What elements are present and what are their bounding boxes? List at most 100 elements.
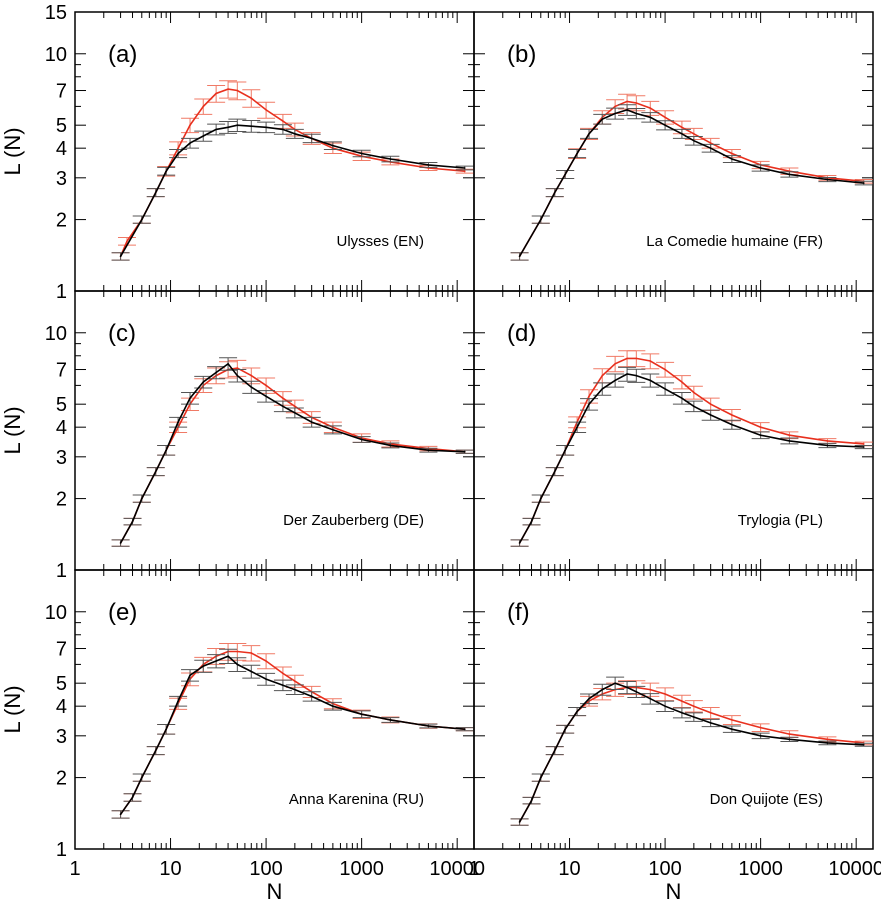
panel-letter: (f) bbox=[507, 599, 530, 626]
x-axis-title: N bbox=[267, 879, 283, 904]
series-line-black bbox=[518, 109, 864, 257]
data-point bbox=[236, 663, 239, 666]
y-tick-label: 4 bbox=[56, 696, 67, 718]
data-point bbox=[332, 144, 334, 147]
data-point bbox=[131, 520, 134, 523]
series-black bbox=[510, 366, 873, 547]
panel-letter: (b) bbox=[507, 41, 536, 68]
data-point bbox=[649, 107, 652, 109]
data-point bbox=[202, 105, 205, 108]
data-point bbox=[427, 164, 430, 166]
y-tick-label: 7 bbox=[56, 639, 67, 661]
data-point bbox=[664, 388, 666, 390]
x-tick-label: 1000 bbox=[738, 858, 783, 880]
y-axis-title: L (N) bbox=[0, 127, 25, 175]
data-point bbox=[664, 693, 666, 695]
data-point bbox=[709, 403, 712, 405]
data-point bbox=[530, 520, 533, 523]
data-point bbox=[564, 449, 566, 451]
data-point bbox=[731, 728, 733, 730]
data-point bbox=[294, 411, 296, 414]
panel-a: 1 2 3 45 7 10 15 L (N) (a) Ulysses (EN) bbox=[0, 2, 475, 303]
data-point bbox=[282, 397, 284, 399]
x-tick-label: 1000 bbox=[339, 858, 384, 880]
data-point bbox=[154, 470, 157, 473]
data-point bbox=[282, 128, 284, 131]
y-tick-label: 4 bbox=[56, 417, 67, 439]
data-point bbox=[236, 650, 239, 653]
panel-c: 1 2 3 45 7 10 L (N) (c) Der Zauberberg (DE) bbox=[0, 290, 475, 582]
series-black bbox=[510, 104, 873, 261]
data-point bbox=[731, 423, 733, 426]
data-point bbox=[427, 449, 430, 451]
panel-book-label: Ulysses (EN) bbox=[336, 233, 424, 250]
data-point bbox=[215, 660, 217, 662]
data-point bbox=[626, 109, 628, 111]
series-black bbox=[111, 118, 474, 261]
data-point bbox=[649, 688, 652, 691]
x-tick-label: 10000 bbox=[828, 858, 881, 880]
data-point bbox=[635, 357, 638, 360]
y-tick-label: 5 bbox=[56, 394, 67, 416]
data-point bbox=[601, 374, 604, 377]
data-point bbox=[788, 738, 791, 741]
data-point bbox=[332, 705, 334, 707]
data-point bbox=[189, 142, 191, 144]
data-point bbox=[332, 428, 334, 431]
data-point bbox=[693, 716, 695, 718]
data-point bbox=[649, 697, 652, 700]
data-point bbox=[165, 449, 167, 451]
data-point bbox=[250, 670, 253, 673]
data-point bbox=[693, 139, 695, 142]
data-point bbox=[731, 719, 733, 721]
data-point bbox=[227, 362, 229, 365]
data-point bbox=[553, 191, 556, 194]
data-point bbox=[788, 434, 791, 437]
data-point bbox=[826, 178, 829, 181]
y-tick-label: 2 bbox=[56, 210, 67, 232]
data-point bbox=[250, 386, 253, 388]
data-point bbox=[119, 542, 122, 544]
series-line-red bbox=[119, 88, 465, 257]
data-point bbox=[227, 88, 229, 90]
data-point bbox=[601, 688, 604, 691]
data-point bbox=[154, 749, 157, 752]
data-point bbox=[177, 147, 179, 149]
data-point bbox=[360, 713, 363, 716]
panel-f: 1 10 100 1000 10000 N (f) Don Quijote (ES) bbox=[468, 569, 881, 904]
data-point bbox=[709, 722, 712, 724]
data-point bbox=[165, 170, 167, 172]
data-point bbox=[154, 191, 157, 194]
data-point bbox=[601, 388, 604, 390]
data-point bbox=[731, 414, 733, 416]
data-point bbox=[282, 120, 284, 122]
data-point bbox=[564, 173, 566, 176]
data-point bbox=[588, 697, 590, 700]
data-point bbox=[588, 403, 590, 405]
y-tick-label: 10 bbox=[45, 602, 67, 624]
data-point bbox=[709, 142, 712, 144]
data-point bbox=[463, 450, 466, 453]
data-point bbox=[635, 374, 638, 377]
data-point bbox=[664, 705, 666, 707]
data-point bbox=[282, 684, 284, 687]
data-point bbox=[310, 137, 313, 140]
data-point bbox=[664, 124, 666, 126]
data-point bbox=[681, 700, 683, 702]
data-point bbox=[709, 414, 712, 416]
data-point bbox=[788, 440, 791, 442]
data-point bbox=[177, 700, 179, 702]
data-point bbox=[177, 421, 179, 423]
data-point bbox=[250, 125, 253, 128]
data-point bbox=[202, 135, 205, 137]
data-point bbox=[427, 725, 430, 727]
data-point bbox=[681, 381, 683, 383]
data-point bbox=[250, 374, 253, 377]
data-point bbox=[614, 105, 616, 108]
data-point bbox=[250, 652, 253, 654]
x-tick-label: 10000 bbox=[429, 858, 485, 880]
series-black bbox=[111, 357, 474, 547]
data-point bbox=[862, 446, 865, 448]
data-point bbox=[294, 688, 296, 691]
data-point bbox=[189, 674, 191, 677]
